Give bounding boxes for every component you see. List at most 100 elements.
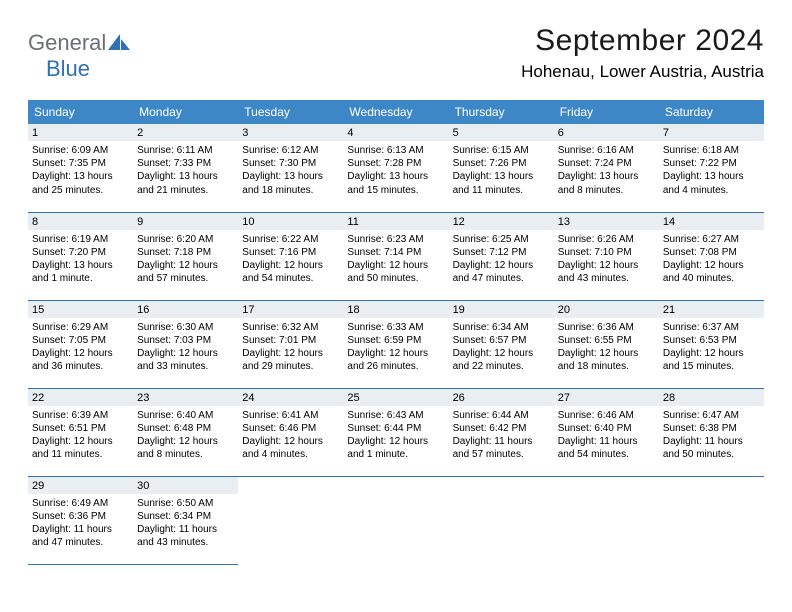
day-number: 14 [659, 213, 764, 230]
calendar-day-cell: 2Sunrise: 6:11 AMSunset: 7:33 PMDaylight… [133, 124, 238, 212]
day-number: 17 [238, 301, 343, 318]
calendar-week-row: 29 Sunrise: 6:49 AMSunset: 6:36 PMDayligh… [28, 476, 764, 564]
calendar-day-cell: 28 Sunrise: 6:47 AMSunset: 6:38 PMDayligh… [659, 388, 764, 476]
day-details: Sunrise: 6:20 AMSunset: 7:18 PMDaylight:… [137, 233, 234, 286]
day-number: 25 [343, 389, 448, 406]
weekday-header: Thursday [449, 100, 554, 124]
logo: General Blue [28, 24, 130, 82]
day-details: Sunrise: 6:19 AMSunset: 7:20 PMDaylight:… [32, 233, 129, 286]
day-number: 19 [449, 301, 554, 318]
day-number: 3 [238, 124, 343, 141]
calendar-day-cell: 6 Sunrise: 6:16 AMSunset: 7:24 PMDaylight… [554, 124, 659, 212]
day-number: 8 [28, 213, 133, 230]
header: General Blue September 2024 Hohenau, Low… [28, 24, 764, 82]
calendar-day-cell: 9 Sunrise: 6:20 AMSunset: 7:18 PMDaylight… [133, 212, 238, 300]
day-details: Sunrise: 6:25 AMSunset: 7:12 PMDaylight:… [453, 233, 550, 286]
calendar-day-cell: 20Sunrise: 6:36 AMSunset: 6:55 PMDayligh… [554, 300, 659, 388]
calendar-day-cell [238, 476, 343, 564]
day-number: 24 [238, 389, 343, 406]
day-details: Sunrise: 6:12 AMSunset: 7:30 PMDaylight:… [242, 144, 339, 197]
calendar-day-cell [449, 476, 554, 564]
calendar-day-cell: 27Sunrise: 6:46 AMSunset: 6:40 PMDayligh… [554, 388, 659, 476]
day-details: Sunrise: 6:41 AMSunset: 6:46 PMDaylight:… [242, 409, 339, 462]
calendar-day-cell: 24 Sunrise: 6:41 AMSunset: 6:46 PMDayligh… [238, 388, 343, 476]
calendar-week-row: 15 Sunrise: 6:29 AMSunset: 7:05 PMDayligh… [28, 300, 764, 388]
day-details: Sunrise: 6:32 AMSunset: 7:01 PMDaylight:… [242, 321, 339, 374]
day-details: Sunrise: 6:43 AMSunset: 6:44 PMDaylight:… [347, 409, 444, 462]
calendar-week-row: 22 Sunrise: 6:39 AMSunset: 6:51 PMDayligh… [28, 388, 764, 476]
calendar-day-cell: 26Sunrise: 6:44 AMSunset: 6:42 PMDayligh… [449, 388, 554, 476]
weekday-header: Friday [554, 100, 659, 124]
day-number: 15 [28, 301, 133, 318]
weekday-header: Saturday [659, 100, 764, 124]
calendar-day-cell: 17 Sunrise: 6:32 AMSunset: 7:01 PMDayligh… [238, 300, 343, 388]
location: Hohenau, Lower Austria, Austria [521, 62, 764, 82]
calendar-day-cell: 22 Sunrise: 6:39 AMSunset: 6:51 PMDayligh… [28, 388, 133, 476]
day-details: Sunrise: 6:37 AMSunset: 6:53 PMDaylight:… [663, 321, 760, 374]
calendar-day-cell: 30 Sunrise: 6:50 AMSunset: 6:34 PMDayligh… [133, 476, 238, 564]
day-number: 16 [133, 301, 238, 318]
day-details: Sunrise: 6:15 AMSunset: 7:26 PMDaylight:… [453, 144, 550, 197]
day-number: 29 [28, 477, 133, 494]
calendar-day-cell [659, 476, 764, 564]
day-details: Sunrise: 6:36 AMSunset: 6:55 PMDaylight:… [558, 321, 655, 374]
logo-text: General Blue [28, 30, 130, 82]
calendar-day-cell: 13 Sunrise: 6:26 AMSunset: 7:10 PMDayligh… [554, 212, 659, 300]
day-details: Sunrise: 6:46 AMSunset: 6:40 PMDaylight:… [558, 409, 655, 462]
calendar-day-cell: 11Sunrise: 6:23 AMSunset: 7:14 PMDayligh… [343, 212, 448, 300]
calendar-day-cell [554, 476, 659, 564]
day-number: 28 [659, 389, 764, 406]
day-details: Sunrise: 6:13 AMSunset: 7:28 PMDaylight:… [347, 144, 444, 197]
day-number: 13 [554, 213, 659, 230]
calendar-day-cell: 14 Sunrise: 6:27 AMSunset: 7:08 PMDayligh… [659, 212, 764, 300]
day-details: Sunrise: 6:39 AMSunset: 6:51 PMDaylight:… [32, 409, 129, 462]
day-number: 1 [28, 124, 133, 141]
calendar-day-cell: 10 Sunrise: 6:22 AMSunset: 7:16 PMDayligh… [238, 212, 343, 300]
weekday-header: Sunday [28, 100, 133, 124]
day-number: 30 [133, 477, 238, 494]
calendar-day-cell: 4 Sunrise: 6:13 AMSunset: 7:28 PMDaylight… [343, 124, 448, 212]
day-details: Sunrise: 6:23 AMSunset: 7:14 PMDaylight:… [347, 233, 444, 286]
weekday-header: Monday [133, 100, 238, 124]
calendar-day-cell: 7Sunrise: 6:18 AMSunset: 7:22 PMDaylight… [659, 124, 764, 212]
day-details: Sunrise: 6:40 AMSunset: 6:48 PMDaylight:… [137, 409, 234, 462]
day-number: 18 [343, 301, 448, 318]
day-details: Sunrise: 6:34 AMSunset: 6:57 PMDaylight:… [453, 321, 550, 374]
calendar-day-cell: 21 Sunrise: 6:37 AMSunset: 6:53 PMDayligh… [659, 300, 764, 388]
day-details: Sunrise: 6:50 AMSunset: 6:34 PMDaylight:… [137, 497, 234, 550]
day-number: 10 [238, 213, 343, 230]
day-number: 21 [659, 301, 764, 318]
day-details: Sunrise: 6:49 AMSunset: 6:36 PMDaylight:… [32, 497, 129, 550]
day-number: 6 [554, 124, 659, 141]
calendar-day-cell: 5Sunrise: 6:15 AMSunset: 7:26 PMDaylight… [449, 124, 554, 212]
weekday-header: Wednesday [343, 100, 448, 124]
calendar-day-cell: 8 Sunrise: 6:19 AMSunset: 7:20 PMDaylight… [28, 212, 133, 300]
calendar-day-cell: 16 Sunrise: 6:30 AMSunset: 7:03 PMDayligh… [133, 300, 238, 388]
calendar-day-cell: 3 Sunrise: 6:12 AMSunset: 7:30 PMDaylight… [238, 124, 343, 212]
calendar-table: SundayMondayTuesdayWednesdayThursdayFrid… [28, 100, 764, 565]
day-details: Sunrise: 6:16 AMSunset: 7:24 PMDaylight:… [558, 144, 655, 197]
day-details: Sunrise: 6:22 AMSunset: 7:16 PMDaylight:… [242, 233, 339, 286]
day-number: 22 [28, 389, 133, 406]
day-number: 9 [133, 213, 238, 230]
logo-sail-icon [108, 34, 130, 55]
calendar-day-cell: 23 Sunrise: 6:40 AMSunset: 6:48 PMDayligh… [133, 388, 238, 476]
day-details: Sunrise: 6:27 AMSunset: 7:08 PMDaylight:… [663, 233, 760, 286]
month-title: September 2024 [521, 24, 764, 58]
calendar-day-cell: 25 Sunrise: 6:43 AMSunset: 6:44 PMDayligh… [343, 388, 448, 476]
day-number: 26 [449, 389, 554, 406]
calendar-day-cell: 18Sunrise: 6:33 AMSunset: 6:59 PMDayligh… [343, 300, 448, 388]
logo-text-general: General [28, 30, 106, 55]
day-number: 23 [133, 389, 238, 406]
calendar-week-row: 8 Sunrise: 6:19 AMSunset: 7:20 PMDaylight… [28, 212, 764, 300]
day-details: Sunrise: 6:26 AMSunset: 7:10 PMDaylight:… [558, 233, 655, 286]
day-details: Sunrise: 6:30 AMSunset: 7:03 PMDaylight:… [137, 321, 234, 374]
day-number: 4 [343, 124, 448, 141]
day-details: Sunrise: 6:29 AMSunset: 7:05 PMDaylight:… [32, 321, 129, 374]
calendar-day-cell: 12Sunrise: 6:25 AMSunset: 7:12 PMDayligh… [449, 212, 554, 300]
weekday-header: Tuesday [238, 100, 343, 124]
calendar-body: 1 Sunrise: 6:09 AMSunset: 7:35 PMDaylight… [28, 124, 764, 564]
day-details: Sunrise: 6:09 AMSunset: 7:35 PMDaylight:… [32, 144, 129, 197]
calendar-day-cell [343, 476, 448, 564]
day-details: Sunrise: 6:47 AMSunset: 6:38 PMDaylight:… [663, 409, 760, 462]
